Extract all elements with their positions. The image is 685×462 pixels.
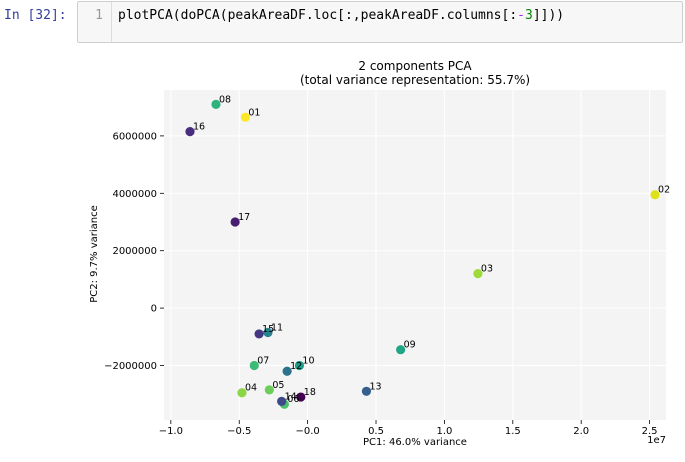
data-point xyxy=(264,385,274,395)
y-tick-label: 4000000 xyxy=(112,189,157,200)
point-label: 09 xyxy=(404,340,416,351)
x-tick-label: 0.5 xyxy=(368,426,384,437)
code-text: plotPCA(doPCA(peakAreaDF.loc[:,peakAreaD… xyxy=(118,8,518,23)
point-label: 13 xyxy=(369,381,381,392)
data-point xyxy=(237,388,247,398)
axis-ticks: −1.0 −0.5 −0.0 0.5 1.0 1.5 2.0 2.5 −2000000 0 2000… xyxy=(104,131,657,437)
point-label: 05 xyxy=(272,380,284,391)
data-point xyxy=(230,217,240,227)
data-point xyxy=(650,190,660,200)
data-point xyxy=(185,127,195,137)
point-label: 16 xyxy=(193,122,205,133)
x-tick-label: 2.5 xyxy=(642,426,658,437)
chart-subtitle: (total variance representation: 55.7%) xyxy=(300,73,530,87)
code-operator: - xyxy=(517,8,525,23)
data-point xyxy=(254,329,264,339)
data-point xyxy=(296,392,306,402)
line-number: 1 xyxy=(78,2,112,42)
point-label: 08 xyxy=(219,94,231,105)
x-tick-label: 1.0 xyxy=(436,426,452,437)
x-offset-label: 1e7 xyxy=(647,435,666,446)
y-tick-label: −2000000 xyxy=(104,361,157,372)
x-tick-label: 1.5 xyxy=(505,426,521,437)
y-axis-label: PC2: 9.7% variance xyxy=(89,205,100,303)
data-point xyxy=(282,366,292,376)
data-point xyxy=(249,360,259,371)
x-tick-label: 2.0 xyxy=(573,426,589,437)
data-point xyxy=(211,99,221,109)
point-label: 15 xyxy=(262,324,274,335)
cell-prompt: In [32]: xyxy=(4,8,67,23)
point-label: 17 xyxy=(238,212,250,223)
point-label: 07 xyxy=(257,355,269,366)
x-tick-label: −0.5 xyxy=(227,426,251,437)
point-label: 04 xyxy=(245,383,257,394)
y-tick-label: 0 xyxy=(151,304,157,315)
code-number: 3 xyxy=(525,8,533,23)
code-cell[interactable]: 1 plotPCA(doPCA(peakAreaDF.loc[:,peakAre… xyxy=(77,1,683,43)
code-line[interactable]: plotPCA(doPCA(peakAreaDF.loc[:,peakAreaD… xyxy=(118,8,564,23)
data-point xyxy=(277,396,287,406)
point-label: 12 xyxy=(290,361,302,372)
data-point xyxy=(361,386,372,396)
point-label: 10 xyxy=(302,355,314,366)
x-tick-label: −1.0 xyxy=(159,426,183,437)
data-point xyxy=(263,327,273,338)
point-label: 18 xyxy=(304,387,316,398)
point-label: 02 xyxy=(658,185,670,196)
data-point xyxy=(240,112,250,122)
point-label: 14 xyxy=(285,391,297,402)
data-point xyxy=(473,269,483,279)
point-label: 06 xyxy=(287,394,299,405)
y-tick-label: 2000000 xyxy=(112,246,157,257)
data-point xyxy=(396,345,406,355)
x-axis-label: PC1: 46.0% variance xyxy=(363,437,467,448)
grid-lines xyxy=(164,90,666,420)
point-label: 11 xyxy=(271,322,283,333)
data-point xyxy=(294,360,305,371)
y-tick-label: 6000000 xyxy=(112,131,157,142)
x-tick-label: −0.0 xyxy=(295,426,319,437)
point-label: 01 xyxy=(248,107,260,118)
point-label: 03 xyxy=(481,264,493,275)
code-text-end: ]])) xyxy=(532,8,565,23)
chart-title: 2 components PCA xyxy=(358,59,472,73)
